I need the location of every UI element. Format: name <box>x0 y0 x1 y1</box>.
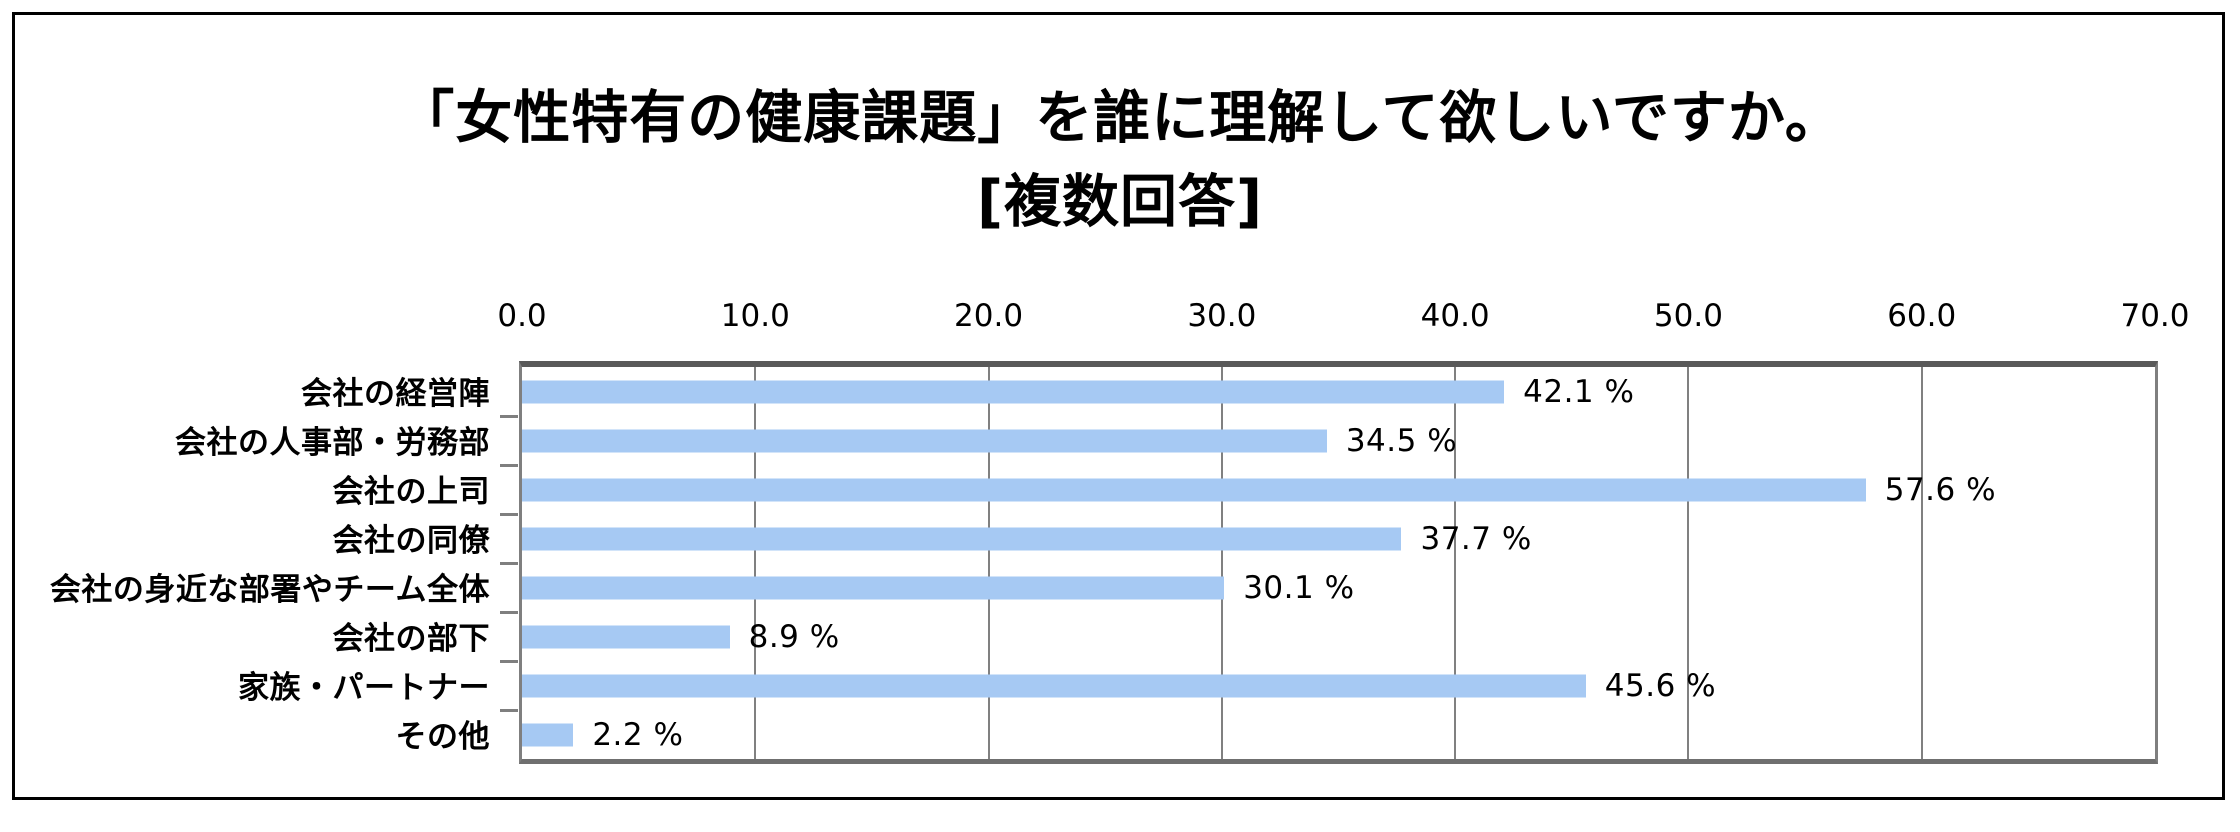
value-label: 42.1 % <box>1523 373 1635 410</box>
bar-row: 8.9 % <box>522 612 2155 661</box>
category-label: 会社の人事部・労務部 <box>175 425 490 461</box>
category-label: 会社の同僚 <box>332 523 490 559</box>
bar <box>522 429 1327 452</box>
bar <box>522 527 1402 550</box>
x-tick-label: 50.0 <box>1653 298 1723 334</box>
category-label: 会社の経営陣 <box>301 376 490 412</box>
x-axis-tick-labels: 0.0 10.0 20.0 30.0 40.0 50.0 60.0 70.0 <box>497 298 2189 342</box>
bar-row: 57.6 % <box>522 465 2155 514</box>
y-axis-tick <box>500 464 518 467</box>
value-label: 2.2 % <box>592 716 684 753</box>
bar-row: 2.2 % <box>522 710 2155 759</box>
bar <box>522 478 1866 501</box>
gridline <box>1454 367 1457 759</box>
bar-row: 42.1 % <box>522 367 2155 416</box>
y-axis-tick <box>500 513 518 516</box>
x-tick-label: 60.0 <box>1887 298 1957 334</box>
chart-title-line1: 「女性特有の健康課題」を誰に理解して欲しいですか。 <box>397 85 1843 151</box>
plot-area: 42.1 % 34.5 % 57.6 % 37.7 % 30.1 % 8.9 % 45.6 … <box>500 361 2158 764</box>
gridline <box>1687 367 1690 759</box>
category-label: 会社の部下 <box>332 621 490 657</box>
y-axis-category-labels: 会社の経営陣会社の人事部・労務部会社の上司会社の同僚会社の身近な部署やチーム全体… <box>0 366 506 758</box>
value-label: 45.6 % <box>1604 667 1717 704</box>
category-label: 会社の身近な部署やチーム全体 <box>49 572 490 608</box>
bar <box>522 576 1225 599</box>
x-tick-label: 20.0 <box>954 298 1024 334</box>
y-axis-tick <box>500 611 518 614</box>
y-axis-tick <box>500 562 518 565</box>
value-label: 30.1 % <box>1243 569 1355 606</box>
gridline <box>1220 367 1223 759</box>
x-tick-label: 0.0 <box>497 298 547 334</box>
bar <box>522 674 1586 697</box>
bar-row: 45.6 % <box>522 661 2155 710</box>
category-label: その他 <box>395 719 490 755</box>
gridline <box>1920 367 1923 759</box>
value-label: 34.5 % <box>1345 422 1458 459</box>
chart-title-line2: [複数回答] <box>976 169 1264 236</box>
bar-row: 34.5 % <box>522 416 2155 465</box>
chart-title: 「女性特有の健康課題」を誰に理解して欲しいですか。 [複数回答] <box>0 76 2240 245</box>
value-label: 37.7 % <box>1420 520 1532 557</box>
value-label: 57.6 % <box>1884 471 1997 508</box>
bar-row: 30.1 % <box>522 563 2155 612</box>
x-tick-label: 30.0 <box>1187 298 1257 334</box>
y-axis-tick <box>500 660 518 663</box>
bar-row: 37.7 % <box>522 514 2155 563</box>
bar <box>522 380 1505 403</box>
x-tick-label: 10.0 <box>720 298 790 334</box>
y-axis-tick <box>500 709 518 712</box>
x-tick-label: 70.0 <box>2120 298 2190 334</box>
x-tick-label: 40.0 <box>1420 298 1490 334</box>
gridline <box>987 367 990 759</box>
gridline <box>754 367 757 759</box>
bar <box>522 723 574 746</box>
category-label: 家族・パートナー <box>238 670 490 706</box>
bar <box>522 625 730 648</box>
value-label: 8.9 % <box>748 618 840 655</box>
category-label: 会社の上司 <box>332 474 490 510</box>
y-axis-tick <box>500 415 518 418</box>
